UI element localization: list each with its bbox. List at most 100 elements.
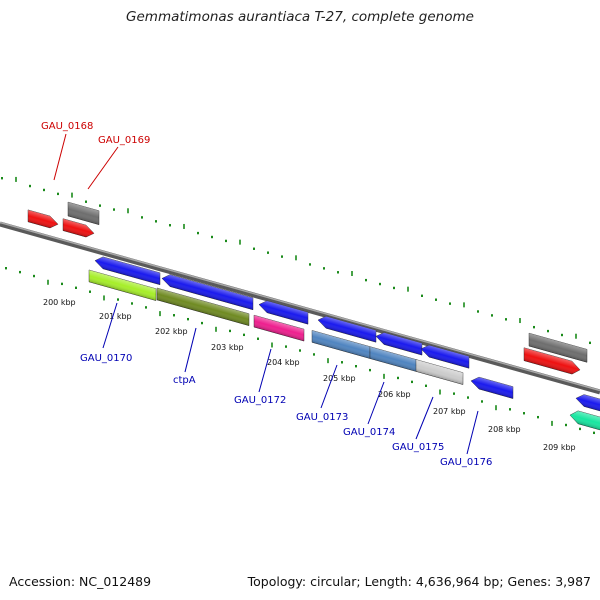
gene-feature-gau-0169-grey[interactable] [67, 201, 100, 225]
ruler-dot [29, 184, 31, 188]
topology-text: Topology: circular; Length: 4,636,964 bp… [247, 574, 591, 589]
ruler-dot [211, 235, 213, 239]
gene-feature-gau-0175[interactable] [415, 359, 464, 385]
ruler-dot [33, 274, 35, 278]
ruler-dot [589, 341, 591, 345]
gene-feature-gau-0170[interactable] [88, 269, 157, 301]
ruler-dot [257, 337, 259, 340]
gene-feature-gau-0172[interactable] [253, 314, 305, 342]
gene-feature-gau-0175-blue[interactable] [420, 343, 470, 369]
ruler-dot [537, 415, 539, 419]
ruler-dot [533, 325, 535, 329]
gene-feature-gau-0168[interactable] [27, 209, 59, 230]
kbp-labels: 200 kbp 201 kbp 202 kbp 203 kbp 204 kbp … [43, 298, 576, 452]
gene-label-ctpa[interactable]: ctpA [173, 375, 196, 386]
ruler-dot [89, 290, 91, 293]
ruler-dot [593, 431, 595, 435]
ruler-dot [561, 333, 563, 337]
ruler-reverse [5, 267, 595, 435]
ruler-dot [117, 298, 119, 301]
ruler-dot [425, 384, 427, 387]
kbp-label-203: 203 kbp [211, 343, 244, 352]
ruler-dot [421, 294, 423, 297]
page-title: Gemmatimonas aurantiaca T-27, complete g… [126, 9, 474, 25]
ruler-dot [547, 329, 549, 333]
ruler-dot [481, 400, 483, 403]
ruler-dot [131, 302, 133, 305]
kbp-label-200: 200 kbp [43, 298, 76, 307]
ruler-dot [253, 247, 255, 250]
gene-feature-gau-0174-blue[interactable] [375, 330, 423, 356]
ruler-dot [299, 349, 301, 352]
ruler-dot [201, 321, 203, 325]
gene-label-gau-0176[interactable]: GAU_0176 [440, 457, 492, 468]
ruler-dot [243, 333, 245, 337]
ruler-dot [43, 188, 45, 192]
ruler-dot [99, 204, 101, 207]
genome-backbone [0, 221, 600, 395]
ruler-dot [397, 376, 399, 380]
ruler-dot [229, 329, 231, 333]
gene-label-gau-0174[interactable]: GAU_0174 [343, 427, 395, 438]
gene-feature-gau-0170-blue[interactable] [94, 255, 161, 286]
kbp-label-208: 208 kbp [488, 425, 521, 434]
gene-feature-gau-0176[interactable] [470, 375, 514, 399]
ruler-dot [379, 282, 381, 286]
ruler-dot [155, 220, 157, 223]
gene-label-gau-0172[interactable]: GAU_0172 [234, 395, 286, 406]
gene-labels: GAU_0168 GAU_0169 GAU_0170 ctpA GAU_0172… [41, 121, 492, 468]
ruler-dot [449, 302, 451, 305]
gene-features [27, 201, 600, 432]
gene-label-gau-0168[interactable]: GAU_0168 [41, 121, 93, 132]
gene-label-gau-0170[interactable]: GAU_0170 [80, 353, 132, 364]
kbp-label-201: 201 kbp [99, 312, 132, 321]
gene-label-gau-0173[interactable]: GAU_0173 [296, 412, 348, 423]
ruler-dot [365, 278, 367, 282]
gene-feature-gau-0172-blue[interactable] [258, 299, 309, 325]
kbp-label-202: 202 kbp [155, 327, 188, 336]
accession-text: Accession: NC_012489 [9, 574, 152, 589]
gene-leaders [53, 133, 479, 455]
ruler-dot [505, 318, 507, 321]
gene-feature-ctpa-blue[interactable] [161, 272, 254, 311]
gene-label-gau-0175[interactable]: GAU_0175 [392, 442, 444, 453]
ruler-dot [187, 317, 189, 321]
ruler-dot [309, 263, 311, 266]
kbp-label-206: 206 kbp [378, 390, 411, 399]
ruler-dot [75, 286, 77, 289]
ruler-dot [323, 267, 325, 270]
gene-feature-gau-0169[interactable] [62, 218, 95, 240]
ruler-dot [491, 314, 493, 317]
kbp-label-205: 205 kbp [323, 374, 356, 383]
ruler-dot [393, 286, 395, 290]
ruler-dot [197, 231, 199, 235]
ruler-dot [477, 310, 479, 313]
ruler-dot [145, 306, 147, 309]
gene-feature-gau-0173-blue[interactable] [317, 314, 377, 343]
kbp-label-209: 209 kbp [543, 443, 576, 452]
ruler-dot [57, 192, 59, 196]
gene-label-gau-0169[interactable]: GAU_0169 [98, 135, 150, 146]
gene-feature-forward-grey-right[interactable] [528, 332, 588, 363]
ruler-forward [1, 176, 591, 345]
ruler-dot [313, 353, 315, 356]
ruler-dot [337, 271, 339, 274]
ruler-dot [281, 255, 283, 258]
gene-feature-forward-red-right[interactable] [523, 347, 581, 377]
ruler-dot [453, 392, 455, 395]
gene-feature-right-blue[interactable] [575, 392, 600, 413]
ruler-dot [19, 270, 21, 274]
ruler-dot [467, 396, 469, 399]
ruler-dot [141, 216, 143, 219]
ruler-dot [579, 427, 581, 431]
ruler-dot [61, 282, 63, 286]
ruler-dot [169, 224, 171, 227]
kbp-label-204: 204 kbp [267, 358, 300, 367]
ruler-dot [341, 361, 343, 364]
ruler-dot [113, 208, 115, 211]
gene-feature-right-teal[interactable] [569, 409, 600, 432]
ruler-dot [369, 368, 371, 372]
gene-feature-ctpa[interactable] [156, 287, 250, 326]
ruler-dot [565, 423, 567, 427]
